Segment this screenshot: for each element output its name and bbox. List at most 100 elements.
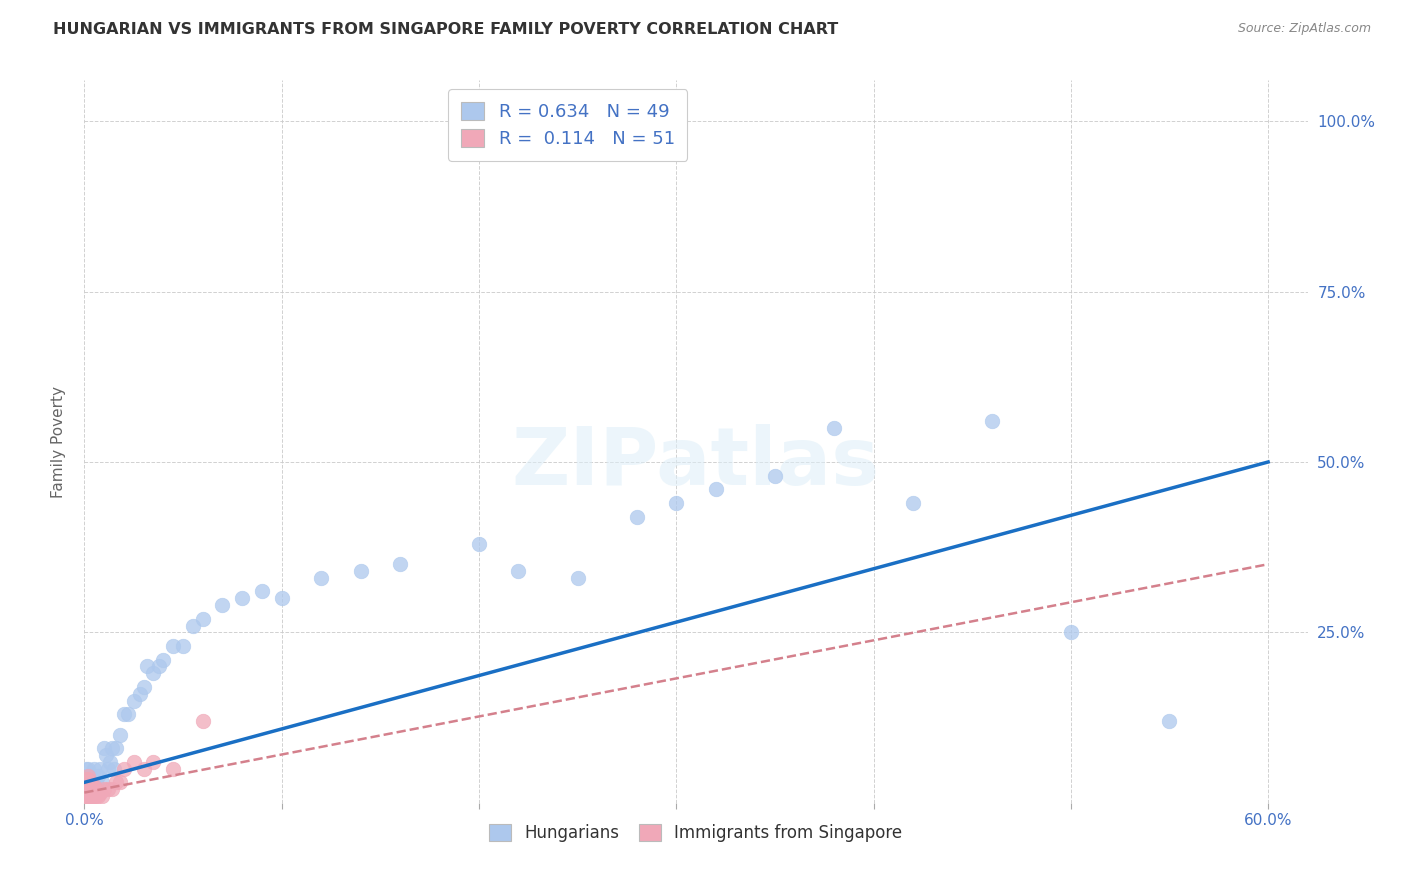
Point — [103, 762, 125, 776]
Point — [79, 768, 101, 782]
Point — [83, 779, 105, 793]
Point — [97, 762, 120, 776]
Point — [93, 782, 115, 797]
Legend: Hungarians, Immigrants from Singapore: Hungarians, Immigrants from Singapore — [482, 817, 910, 848]
Point — [108, 775, 131, 789]
Point — [93, 741, 115, 756]
Point — [117, 707, 139, 722]
Text: Source: ZipAtlas.com: Source: ZipAtlas.com — [1237, 22, 1371, 36]
Point — [87, 768, 110, 782]
Point — [181, 618, 204, 632]
Point — [79, 782, 101, 797]
Point — [231, 591, 253, 606]
Point — [191, 612, 214, 626]
Point — [91, 789, 114, 803]
Point — [77, 768, 100, 782]
Point — [132, 762, 155, 776]
Point — [508, 564, 530, 578]
Y-axis label: Family Poverty: Family Poverty — [51, 385, 66, 498]
Point — [104, 775, 127, 789]
Point — [79, 786, 101, 800]
Point — [82, 775, 104, 789]
Point — [75, 762, 97, 776]
Point — [89, 762, 111, 776]
Point — [97, 782, 120, 797]
Point — [191, 714, 214, 728]
Text: HUNGARIAN VS IMMIGRANTS FROM SINGAPORE FAMILY POVERTY CORRELATION CHART: HUNGARIAN VS IMMIGRANTS FROM SINGAPORE F… — [53, 22, 838, 37]
Point — [77, 789, 100, 803]
Point — [122, 755, 145, 769]
Point — [79, 786, 101, 800]
Point — [152, 653, 174, 667]
Point — [83, 762, 105, 776]
Point — [79, 789, 101, 803]
Point — [94, 748, 117, 763]
Point — [349, 564, 371, 578]
Point — [142, 755, 165, 769]
Point — [211, 598, 233, 612]
Point — [82, 779, 104, 793]
Point — [250, 584, 273, 599]
Point — [626, 509, 648, 524]
Point — [104, 741, 127, 756]
Point — [77, 775, 100, 789]
Point — [77, 762, 100, 776]
Point — [79, 775, 101, 789]
Point — [98, 755, 121, 769]
Point — [77, 786, 100, 800]
Point — [112, 762, 135, 776]
Text: ZIPatlas: ZIPatlas — [512, 425, 880, 502]
Point — [567, 571, 589, 585]
Point — [75, 789, 97, 803]
Point — [75, 782, 97, 797]
Point — [468, 537, 491, 551]
Point — [75, 779, 97, 793]
Point — [75, 786, 97, 800]
Point — [122, 693, 145, 707]
Point — [132, 680, 155, 694]
Point — [901, 496, 924, 510]
Point — [79, 779, 101, 793]
Point — [79, 782, 101, 797]
Point — [77, 772, 100, 786]
Point — [704, 482, 727, 496]
Point — [1159, 714, 1181, 728]
Point — [83, 789, 105, 803]
Point — [84, 786, 107, 800]
Point — [82, 782, 104, 797]
Point — [77, 789, 100, 803]
Point — [87, 786, 110, 800]
Point — [75, 789, 97, 803]
Point — [84, 775, 107, 789]
Point — [75, 775, 97, 789]
Point — [84, 789, 107, 803]
Point — [162, 639, 184, 653]
Point — [77, 786, 100, 800]
Point — [172, 639, 194, 653]
Point — [82, 789, 104, 803]
Point — [128, 687, 150, 701]
Point — [389, 558, 412, 572]
Point — [91, 775, 114, 789]
Point — [82, 786, 104, 800]
Point — [101, 741, 124, 756]
Point — [77, 782, 100, 797]
Point — [84, 782, 107, 797]
Point — [142, 666, 165, 681]
Point — [83, 786, 105, 800]
Point — [75, 786, 97, 800]
Point — [112, 707, 135, 722]
Point — [823, 421, 845, 435]
Point — [665, 496, 688, 510]
Point — [89, 786, 111, 800]
Point — [763, 468, 786, 483]
Point — [79, 789, 101, 803]
Point — [1060, 625, 1083, 640]
Point — [980, 414, 1002, 428]
Point — [101, 782, 124, 797]
Point — [77, 779, 100, 793]
Point — [87, 789, 110, 803]
Point — [309, 571, 332, 585]
Point — [108, 728, 131, 742]
Point — [162, 762, 184, 776]
